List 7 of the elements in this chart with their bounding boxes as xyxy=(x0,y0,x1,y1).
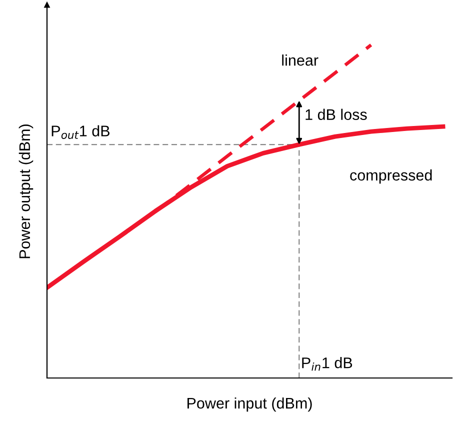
text: compressed xyxy=(350,169,432,184)
ref-line-label: P$_{out}$1 dB xyxy=(52,125,110,139)
y-axis-title: Power output (dBm) xyxy=(18,124,34,258)
annotation: 1 dB loss xyxy=(306,108,367,120)
annotation: P$_{in}$1 dB xyxy=(302,357,352,371)
x-axis-title: Power input (dBm) xyxy=(188,397,312,412)
series-label: linear xyxy=(282,54,318,66)
